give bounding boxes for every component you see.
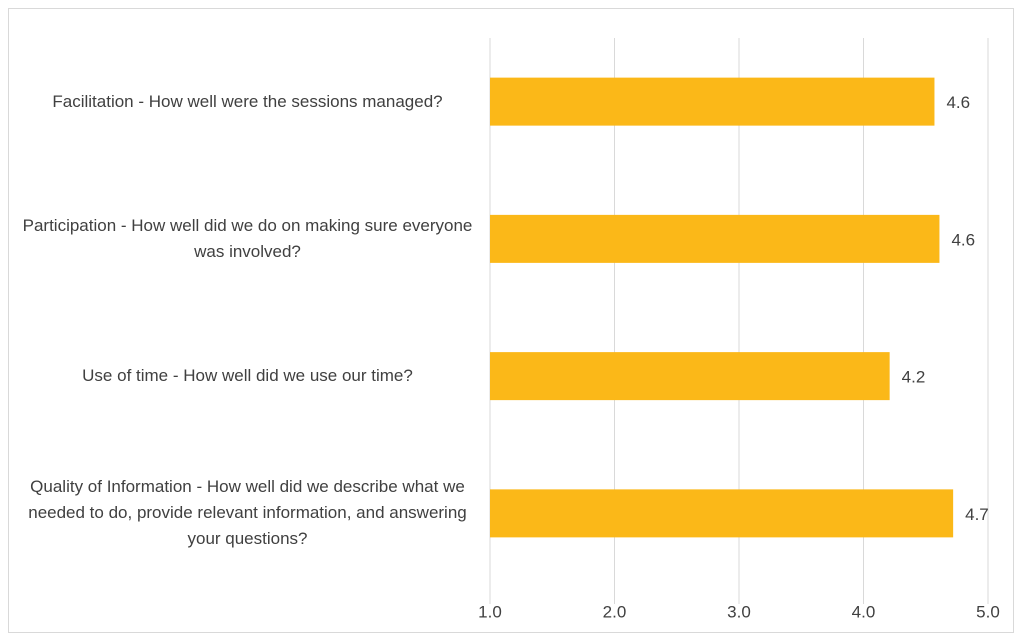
y-tick-label: Quality of Information - How well did we… xyxy=(28,477,467,549)
x-tick-label: 2.0 xyxy=(603,602,627,621)
bar xyxy=(490,214,940,263)
y-tick-label: Use of time - How well did we use our ti… xyxy=(82,366,413,386)
x-tick-label: 1.0 xyxy=(478,602,502,621)
bar xyxy=(490,352,890,401)
x-tick-label: 4.0 xyxy=(852,602,876,621)
data-label: 4.6 xyxy=(946,93,970,112)
data-label: 4.7 xyxy=(965,505,989,524)
bar xyxy=(490,489,954,538)
y-tick-label: Facilitation - How well were the session… xyxy=(52,91,443,111)
chart-border xyxy=(8,8,1014,633)
x-tick-label: 3.0 xyxy=(727,602,751,621)
bar xyxy=(490,77,935,126)
data-label: 4.2 xyxy=(902,368,926,387)
y-tick-label: Participation - How well did we do on ma… xyxy=(22,215,473,261)
data-label: 4.6 xyxy=(951,230,975,249)
x-tick-label: 5.0 xyxy=(976,602,1000,621)
